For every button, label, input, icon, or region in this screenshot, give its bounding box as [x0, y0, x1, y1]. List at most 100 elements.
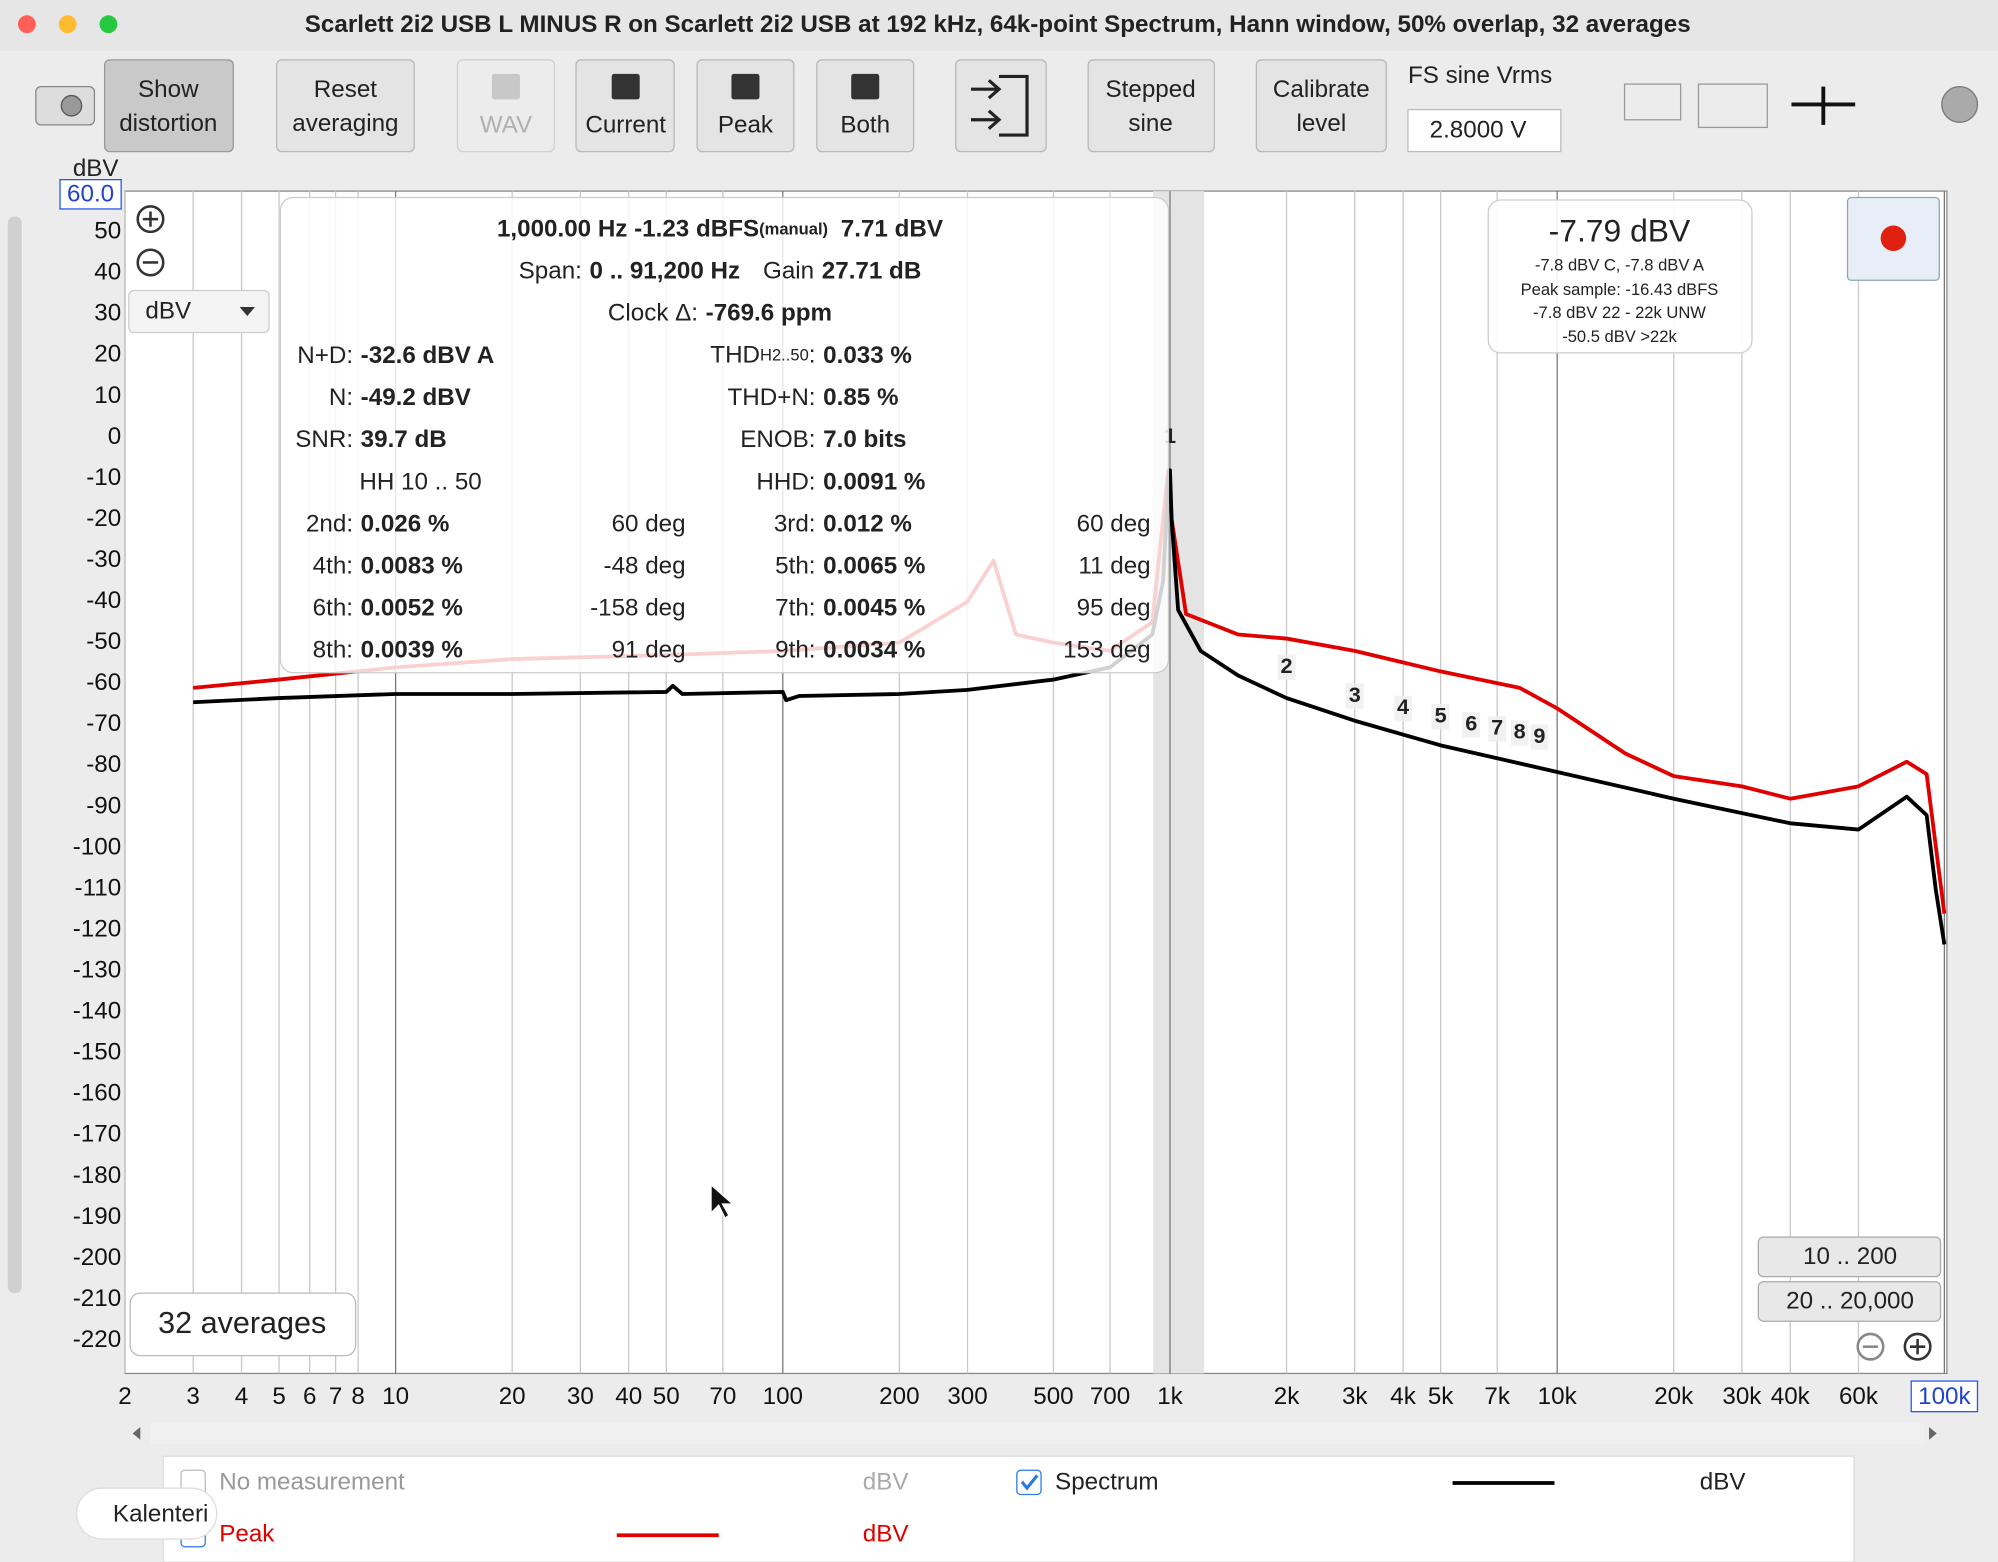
- harmonic-marker: [1345, 683, 1364, 709]
- import-button[interactable]: [955, 59, 1047, 153]
- y-tick-label: -80: [86, 751, 121, 778]
- x-tick-label: 30: [567, 1383, 594, 1410]
- harmonic-marker: [1530, 724, 1549, 750]
- minimize-button[interactable]: [58, 15, 77, 34]
- averages-box: [129, 1292, 357, 1357]
- x-tick-label: 200: [879, 1383, 919, 1410]
- view-icons[interactable]: [1623, 83, 1856, 129]
- range-button[interactable]: [1757, 1281, 1942, 1322]
- stepped-sine-button[interactable]: [1087, 59, 1215, 153]
- horizontal-scrollbar[interactable]: [150, 1423, 1924, 1444]
- harmonic-phase: -158 deg: [590, 594, 686, 621]
- legend-unit: dBV: [863, 1468, 910, 1495]
- stat-label: 5th:: [775, 552, 815, 579]
- stat-value: 0.0052 %: [361, 594, 463, 621]
- button-label: sine: [1128, 110, 1172, 137]
- save-icon: [731, 73, 760, 100]
- y-tick-label: -130: [73, 957, 121, 984]
- stat-label-part: :: [809, 342, 816, 369]
- y-tick-label: -200: [73, 1244, 121, 1271]
- zoom-out[interactable]: [136, 248, 165, 277]
- mouse-cursor: [710, 1183, 735, 1219]
- stat-label: ENOB:: [740, 426, 815, 453]
- wav-button[interactable]: [456, 59, 555, 153]
- record-dot: [1880, 225, 1907, 251]
- y-tick-label: 20: [94, 341, 121, 368]
- reset-averaging-button[interactable]: [275, 59, 415, 153]
- legend-label: No measurement: [219, 1468, 405, 1495]
- y-tick-label: 40: [94, 259, 121, 286]
- stat-value: 0.0045 %: [823, 594, 925, 621]
- x-tick-label: 5k: [1428, 1383, 1454, 1410]
- x-max-box: [1910, 1380, 1979, 1413]
- y-tick-label: -180: [73, 1162, 121, 1189]
- value: -769.6 ppm: [706, 300, 832, 327]
- legend-label: Spectrum: [1055, 1468, 1159, 1495]
- y-max-label: 60.0: [67, 180, 114, 207]
- x-tick-label: 7: [329, 1383, 342, 1410]
- both-button[interactable]: [816, 59, 915, 153]
- harmonic-label: 9: [1533, 723, 1545, 748]
- y-tick-label: -10: [86, 464, 121, 491]
- check: [1020, 1474, 1039, 1491]
- level-main: -7.79 dBV: [1549, 213, 1691, 249]
- y-tick-label: -110: [75, 874, 122, 901]
- x-tick-label: 500: [1033, 1383, 1073, 1410]
- button-label: Peak: [718, 112, 774, 139]
- x-tick-label: 10k: [1538, 1383, 1578, 1410]
- harmonic-phase: 11 deg: [1078, 552, 1150, 579]
- stat-value: 0.0034 %: [823, 636, 925, 663]
- level: 7.71 dBV: [841, 216, 943, 243]
- close-button[interactable]: [17, 15, 36, 34]
- stat-value: 0.0039 %: [361, 636, 463, 663]
- calibrate-level-button[interactable]: [1255, 59, 1387, 153]
- averages-label: 32 averages: [158, 1306, 326, 1340]
- x-tick-label: 40k: [1771, 1383, 1811, 1410]
- stat-label-part: H2..50: [760, 346, 809, 365]
- manual: (manual): [759, 220, 828, 239]
- x-tick-label: 3k: [1342, 1383, 1368, 1410]
- x-tick-label: 4k: [1390, 1383, 1416, 1410]
- stats-line: Span: 0 .. 91,200 Hz Gain 27.71 dB: [519, 258, 922, 285]
- title-bar: [0, 0, 1998, 51]
- settings-gear[interactable]: [1941, 85, 1979, 123]
- unit-dropdown[interactable]: [128, 289, 270, 334]
- fs-input[interactable]: [1407, 108, 1562, 153]
- harmonic-marker: [1394, 695, 1413, 722]
- peak-button[interactable]: [696, 59, 795, 153]
- harmonic-marker: [1462, 712, 1481, 738]
- y-tick-label: -40: [86, 587, 121, 614]
- show-distortion-button[interactable]: [103, 59, 234, 153]
- button-label: WAV: [480, 112, 533, 139]
- x-zoom-controls[interactable]: [1856, 1332, 1932, 1361]
- x-tick-label: 20k: [1654, 1383, 1694, 1410]
- y-tick-label: 10: [94, 382, 121, 409]
- harmonic-label: 3: [1349, 682, 1361, 707]
- x-tick-label: 4: [235, 1383, 248, 1410]
- y-tick-label: -50: [86, 628, 121, 655]
- vertical-scrollbar[interactable]: [7, 216, 22, 1294]
- button-label: distortion: [119, 110, 217, 137]
- stat-value: 0.012 %: [823, 510, 912, 537]
- x-tick-label: 100k: [1918, 1383, 1971, 1410]
- zoom-button[interactable]: [99, 15, 118, 34]
- harmonic-phase: 91 deg: [612, 636, 686, 663]
- y-tick-label: 30: [94, 300, 121, 327]
- button-label: Current: [585, 112, 666, 139]
- zoom-in[interactable]: [136, 205, 165, 234]
- stats-panel: [279, 196, 1170, 674]
- range-button[interactable]: [1757, 1236, 1942, 1278]
- checkbox[interactable]: [1016, 1469, 1042, 1496]
- label: Clock Δ:: [608, 300, 698, 327]
- y-tick-label: -170: [73, 1121, 121, 1148]
- current-button[interactable]: [575, 59, 675, 153]
- y-max-box[interactable]: [59, 179, 122, 210]
- y-tick-label: -120: [73, 915, 121, 942]
- button-label: Stepped: [1106, 76, 1196, 103]
- x-tick-label: 40: [615, 1383, 642, 1410]
- camera-icon[interactable]: [35, 85, 96, 126]
- stats-line: Clock Δ: -769.6 ppm: [608, 300, 832, 327]
- x-tick-label: 7k: [1484, 1383, 1510, 1410]
- harmonic-phase: 60 deg: [1077, 510, 1151, 537]
- x-tick-label: 1k: [1157, 1383, 1183, 1410]
